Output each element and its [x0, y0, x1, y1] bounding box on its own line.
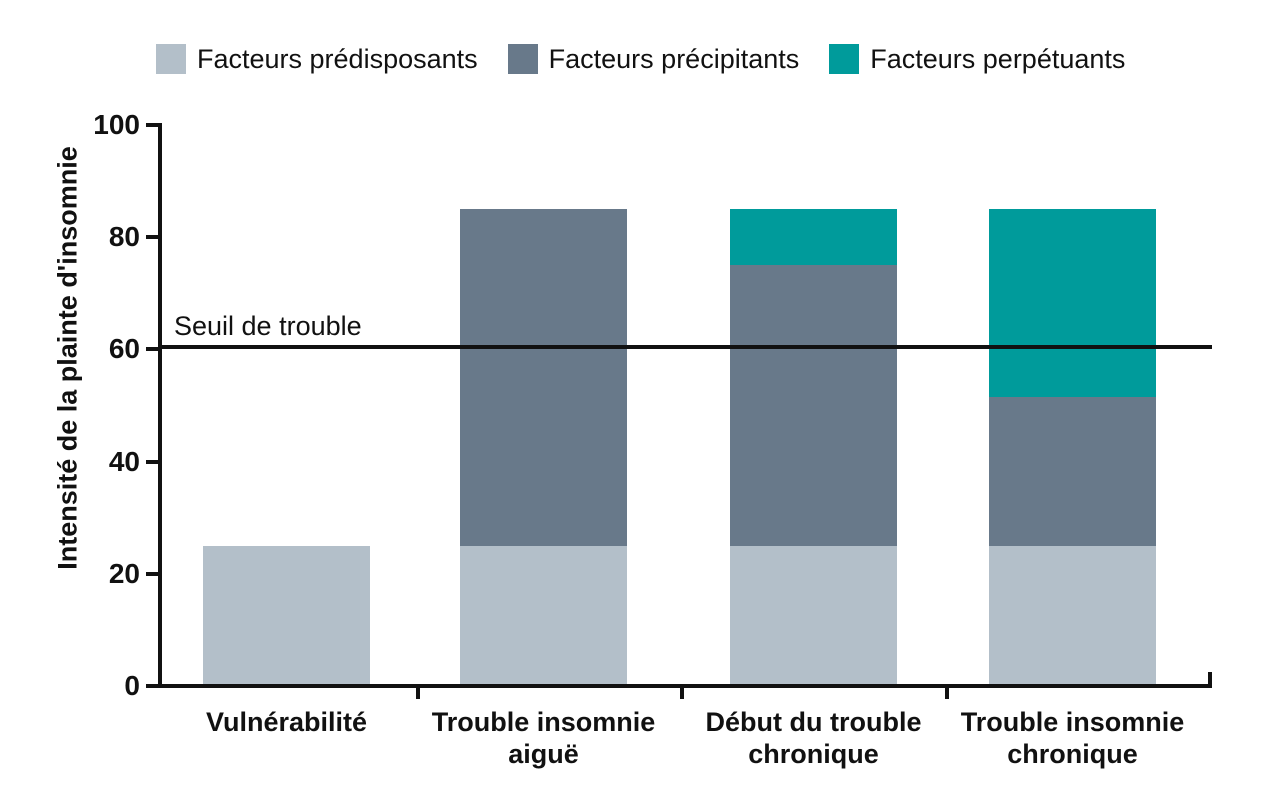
- bar-segment: [203, 545, 370, 686]
- x-category-label: Vulnérabilité: [205, 707, 368, 737]
- x-axis-end-cap: [1208, 672, 1212, 688]
- x-axis-line: [158, 684, 1212, 688]
- y-tick-label: 80: [108, 221, 140, 253]
- x-axis-tick: [945, 688, 949, 699]
- bar-segment: [460, 545, 627, 686]
- legend-swatch: [829, 44, 860, 74]
- x-category-label: Trouble insomnie chronique: [960, 707, 1185, 770]
- bar-segment: [730, 209, 897, 266]
- legend: Facteurs prédisposants Facteurs précipita…: [156, 44, 1125, 74]
- y-axis-tick: [146, 459, 158, 464]
- y-axis-tick: [146, 347, 158, 352]
- y-axis-line: [158, 123, 162, 688]
- bar-segment: [730, 545, 897, 686]
- bar-segment: [730, 265, 897, 546]
- legend-item: Facteurs précipitants: [507, 43, 800, 74]
- y-tick-label: 0: [124, 670, 140, 701]
- threshold-label: Seuil de trouble: [174, 311, 362, 341]
- legend-item-label: Facteurs perpétuants: [870, 43, 1126, 74]
- legend-item: Facteurs perpétuants: [829, 44, 1125, 74]
- y-axis-tick: [146, 123, 158, 127]
- y-tick-label: 40: [108, 445, 140, 477]
- bar-segment: [989, 545, 1156, 686]
- x-axis-tick: [680, 688, 684, 699]
- bar-segment: [989, 397, 1156, 546]
- threshold-line: [158, 344, 1212, 349]
- legend-item-label: Facteurs précipitants: [548, 43, 800, 74]
- y-axis-tick: [146, 235, 158, 240]
- legend-item-label: Facteurs prédisposants: [197, 43, 478, 74]
- y-axis-tick: [146, 684, 158, 688]
- y-axis-tick: [146, 571, 158, 576]
- bar-segment: [460, 209, 627, 546]
- bar-segment: [989, 209, 1156, 398]
- legend-swatch: [507, 44, 538, 74]
- y-tick-label: 20: [108, 557, 140, 589]
- legend-item: Facteurs prédisposants: [156, 44, 478, 74]
- x-category-label: Début du trouble chronique: [705, 707, 922, 770]
- y-tick-label: 60: [108, 333, 140, 365]
- legend-swatch: [156, 44, 186, 74]
- x-axis-tick: [416, 688, 420, 699]
- y-tick-label: 100: [93, 109, 140, 140]
- x-category-label: Trouble insomnie aiguë: [431, 707, 656, 770]
